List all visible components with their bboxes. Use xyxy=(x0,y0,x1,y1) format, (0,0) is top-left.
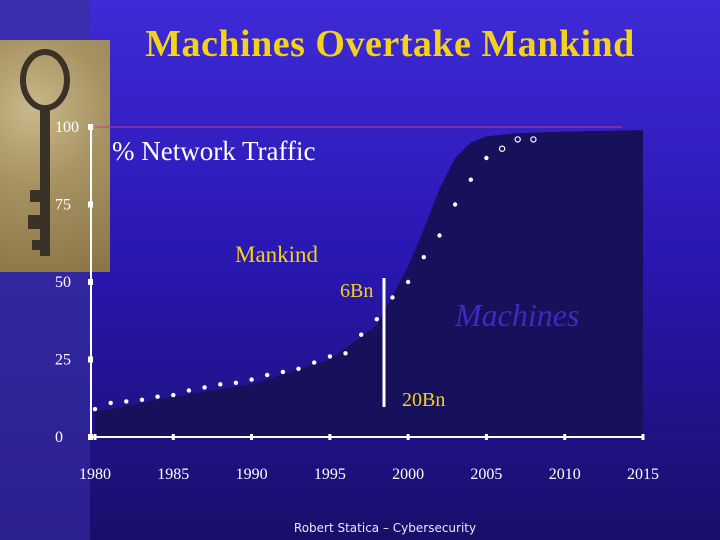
x-tick-mark xyxy=(171,434,175,440)
key-icon xyxy=(20,49,70,256)
six-bn-label: 6Bn xyxy=(340,280,373,302)
mankind-dot xyxy=(108,400,113,406)
mankind-dot xyxy=(124,399,129,404)
x-tick-mark xyxy=(93,434,97,440)
slide-title: Machines Overtake Mankind xyxy=(145,23,635,65)
y-tick-mark xyxy=(88,279,93,285)
mankind-dot xyxy=(498,145,506,152)
y-tick-label: 75 xyxy=(55,197,71,214)
mankind-dot xyxy=(421,255,426,260)
mankind-dot xyxy=(312,360,317,365)
x-tick-label: 1995 xyxy=(314,466,346,483)
x-ticks: 1980 1985 1990 1995 2000 2005 2010 2015 xyxy=(79,434,659,483)
mankind-dot xyxy=(280,369,286,375)
x-tick-mark xyxy=(484,434,488,440)
y-tick-mark xyxy=(88,356,93,363)
y-tick-mark xyxy=(88,124,93,130)
x-tick-label: 1990 xyxy=(236,466,268,483)
mankind-dot xyxy=(514,136,521,143)
mankind-label: Mankind xyxy=(235,242,319,267)
x-tick-label: 2010 xyxy=(549,466,581,483)
mankind-dot xyxy=(437,233,442,238)
slide-footer: Robert Statica – Cybersecurity xyxy=(293,521,477,535)
y-ticks: 0 25 50 75 100 xyxy=(55,119,93,446)
y-tick-label: 100 xyxy=(55,119,79,136)
x-tick-mark xyxy=(406,434,410,440)
mankind-dot xyxy=(92,406,98,412)
x-tick-label: 1980 xyxy=(79,466,111,483)
mankind-dot xyxy=(186,388,192,393)
mankind-dot xyxy=(484,155,489,161)
mankind-dot xyxy=(359,332,364,337)
x-tick-mark xyxy=(328,434,332,440)
mankind-dot xyxy=(265,372,270,378)
mankind-dot xyxy=(202,385,207,390)
mankind-dot xyxy=(171,392,176,398)
mankind-dots xyxy=(92,136,537,412)
mankind-dot xyxy=(405,279,411,285)
y-tick-mark xyxy=(88,201,93,208)
mankind-dot xyxy=(452,202,458,207)
mankind-dot xyxy=(530,136,537,143)
mankind-dot xyxy=(390,295,395,300)
y-tick-mark xyxy=(88,434,93,440)
y-tick-label: 50 xyxy=(55,274,71,291)
mankind-dot xyxy=(155,394,160,399)
mankind-dot xyxy=(233,380,239,385)
x-tick-mark xyxy=(250,434,254,440)
mankind-dot xyxy=(249,377,254,382)
machines-area xyxy=(95,130,643,437)
x-tick-mark xyxy=(563,434,567,440)
x-tick-label: 1985 xyxy=(157,466,189,483)
y-tick-label: 25 xyxy=(55,352,71,369)
x-tick-label: 2000 xyxy=(392,466,424,483)
mankind-dot xyxy=(374,317,379,322)
machines-label: Machines xyxy=(454,297,579,333)
mankind-dot xyxy=(343,351,348,356)
mankind-dot xyxy=(468,177,473,182)
mankind-dot xyxy=(218,382,223,387)
x-tick-label: 2015 xyxy=(627,466,659,483)
mankind-dot xyxy=(139,397,145,402)
mankind-dot xyxy=(296,366,301,371)
mankind-dot xyxy=(327,354,333,359)
twenty-bn-label: 20Bn xyxy=(402,389,445,411)
x-tick-mark xyxy=(641,434,645,440)
chart-title: % Network Traffic xyxy=(112,136,315,166)
x-tick-label: 2005 xyxy=(470,466,502,483)
y-tick-label: 0 xyxy=(55,429,63,446)
